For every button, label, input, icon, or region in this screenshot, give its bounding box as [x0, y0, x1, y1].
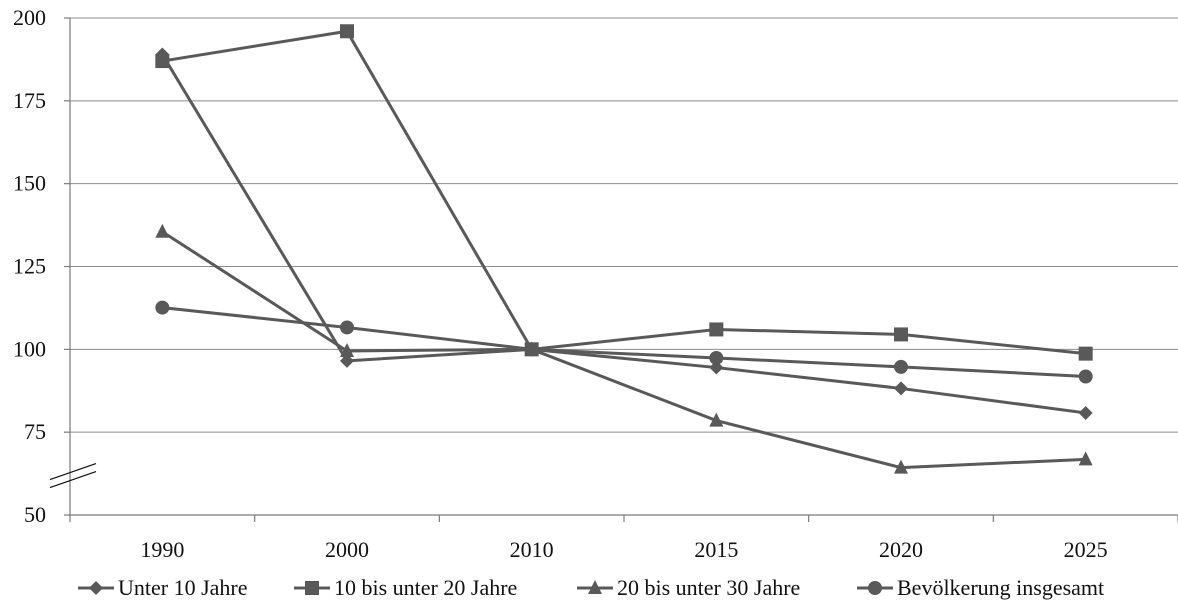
- x-tick-label-2020: 2020: [879, 537, 923, 562]
- axis-break-mark-lower: [49, 471, 97, 489]
- data-point-3-4: [894, 359, 908, 374]
- series-lines: [155, 24, 1093, 474]
- y-tick-label-100: 100: [13, 336, 46, 361]
- legend-label-2: 20 bis unter 30 Jahre: [617, 575, 800, 600]
- x-tick-label-1990: 1990: [140, 537, 184, 562]
- data-point-1-0: [155, 54, 170, 69]
- data-point-0-3: [709, 360, 724, 375]
- legend-swatch-marker-3: [868, 581, 882, 595]
- data-point-3-1: [340, 320, 354, 335]
- legend-swatch-marker-0: [89, 581, 103, 595]
- y-tick-label-125: 125: [13, 254, 46, 279]
- legend-entry-2: 20 bis unter 30 Jahre: [577, 575, 800, 600]
- series-3: [155, 300, 1093, 384]
- data-point-2-3: [709, 412, 724, 427]
- data-point-1-1: [340, 24, 354, 39]
- data-point-3-0: [155, 300, 170, 315]
- data-point-2-5: [1078, 451, 1093, 466]
- axis-break-mark-upper: [49, 463, 97, 481]
- y-tick-label-50: 50: [24, 502, 46, 527]
- y-tick-label-175: 175: [13, 88, 46, 113]
- legend-label-1: 10 bis unter 20 Jahre: [334, 575, 517, 600]
- data-point-2-4: [894, 459, 908, 474]
- data-point-1-5: [1078, 346, 1093, 361]
- legend: Unter 10 Jahre 10 bis unter 20 Jahre 20 bi…: [78, 575, 1104, 600]
- legend-entry-3: Bevölkerung insgesamt: [857, 575, 1104, 600]
- series-0: [155, 47, 1093, 420]
- x-tick-label-2010: 2010: [510, 537, 554, 562]
- series-2: [155, 223, 1093, 474]
- series-line-3: [162, 306, 1086, 379]
- y-tick-label-200: 200: [13, 5, 46, 30]
- legend-entry-0: Unter 10 Jahre: [78, 575, 248, 600]
- y-tick-label-150: 150: [13, 171, 46, 196]
- x-tick-label-2000: 2000: [325, 537, 369, 562]
- data-point-1-3: [709, 322, 724, 337]
- data-point-1-4: [894, 327, 908, 342]
- data-point-0-4: [894, 381, 908, 396]
- data-point-3-2: [524, 342, 539, 357]
- data-point-2-0: [155, 223, 170, 238]
- legend-label-3: Bevölkerung insgesamt: [897, 575, 1104, 600]
- legend-label-0: Unter 10 Jahre: [118, 575, 248, 600]
- data-point-0-1: [340, 353, 354, 368]
- series-line-2: [161, 230, 1086, 470]
- data-point-3-3: [709, 350, 724, 365]
- data-point-0-5: [1078, 405, 1093, 420]
- gridlines: [70, 17, 1178, 433]
- series-line-0: [161, 53, 1086, 415]
- legend-swatch-marker-1: [305, 581, 319, 595]
- series-1: [155, 24, 1093, 361]
- series-line-1: [162, 29, 1086, 356]
- y-tick-label-75: 75: [24, 419, 46, 444]
- x-tick-label-2025: 2025: [1064, 537, 1108, 562]
- legend-entry-1: 10 bis unter 20 Jahre: [294, 575, 517, 600]
- x-tick-label-2015: 2015: [694, 537, 738, 562]
- axes: 50 75 100 125 150 175 200 1990 2000 2010 2015 2020 2…: [13, 5, 1178, 562]
- data-point-2-1: [340, 342, 354, 357]
- data-point-3-5: [1078, 369, 1093, 384]
- legend-swatch-marker-2: [588, 580, 602, 594]
